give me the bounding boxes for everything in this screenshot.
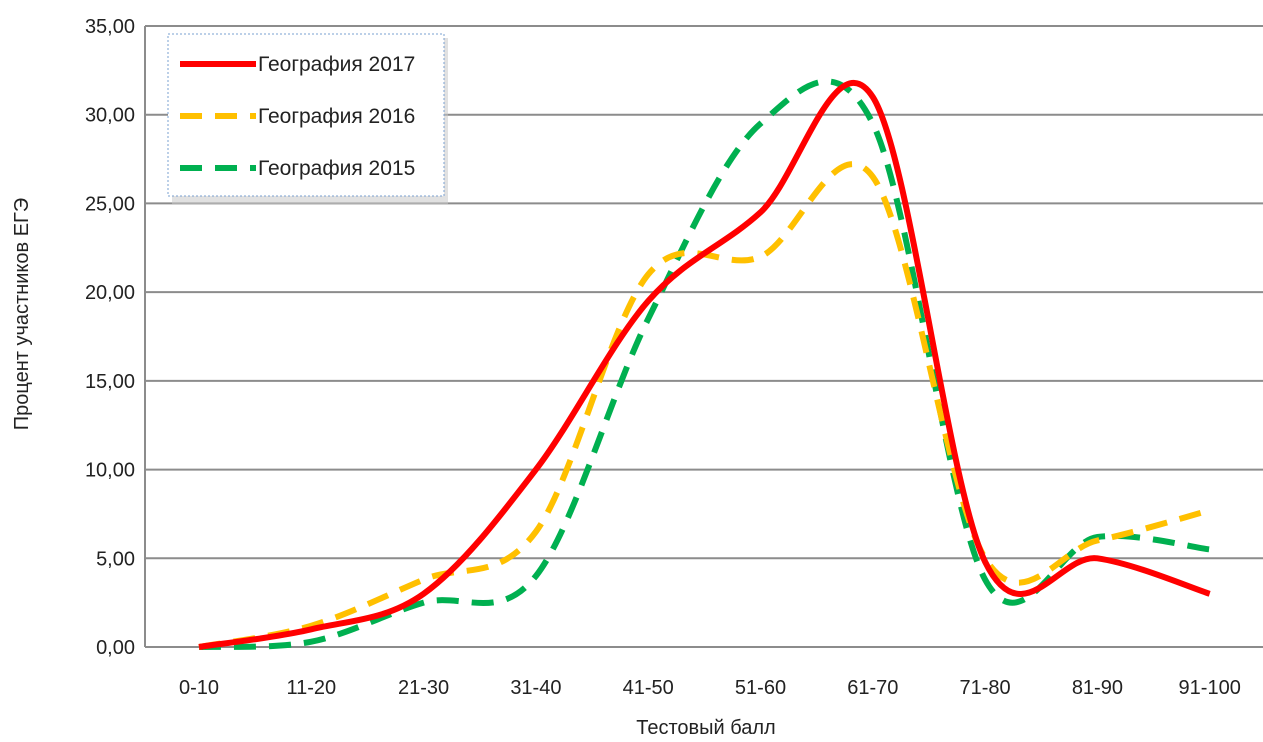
x-tick-label: 91-100 — [1179, 677, 1241, 699]
x-tick-label: 81-90 — [1072, 677, 1123, 699]
y-tick-label: 30,00 — [85, 105, 135, 127]
y-axis-ticks: 0,00 5,00 10,00 15,00 20,00 25,00 30,00 35,00 — [85, 16, 135, 659]
legend-label-1: География 2016 — [258, 105, 415, 128]
x-tick-label: 61-70 — [847, 677, 898, 699]
series-lines — [198, 78, 1211, 650]
y-tick-label: 5,00 — [96, 548, 135, 570]
y-tick-label: 20,00 — [85, 282, 135, 304]
x-tick-label: 21-30 — [398, 677, 449, 699]
y-tick-label: 0,00 — [96, 637, 135, 659]
series-line-0 — [198, 80, 1211, 650]
series-line-2 — [198, 78, 1211, 650]
legend: География 2017 География 2016 География 20… — [167, 33, 448, 204]
y-axis-title: Процент участников ЕГЭ — [11, 198, 33, 430]
x-tick-label: 31-40 — [510, 677, 561, 699]
x-axis-ticks: 0-10 11-20 21-30 31-40 41-50 51-60 61-70 71-80 8… — [179, 677, 1241, 699]
x-axis-title: Тестовый балл — [636, 717, 775, 739]
legend-items: География 2017 География 2016 География 20… — [180, 53, 415, 180]
x-tick-label: 41-50 — [623, 677, 674, 699]
y-tick-label: 35,00 — [85, 16, 135, 38]
x-tick-label: 71-80 — [960, 677, 1011, 699]
x-tick-label: 51-60 — [735, 677, 786, 699]
y-tick-label: 15,00 — [85, 371, 135, 393]
series-line-1 — [198, 161, 1211, 650]
y-tick-label: 10,00 — [85, 460, 135, 482]
legend-label-0: География 2017 — [258, 53, 415, 76]
y-tick-label: 25,00 — [85, 193, 135, 215]
x-tick-label: 0-10 — [179, 677, 219, 699]
x-tick-label: 11-20 — [286, 677, 336, 699]
legend-label-2: География 2015 — [258, 157, 415, 180]
